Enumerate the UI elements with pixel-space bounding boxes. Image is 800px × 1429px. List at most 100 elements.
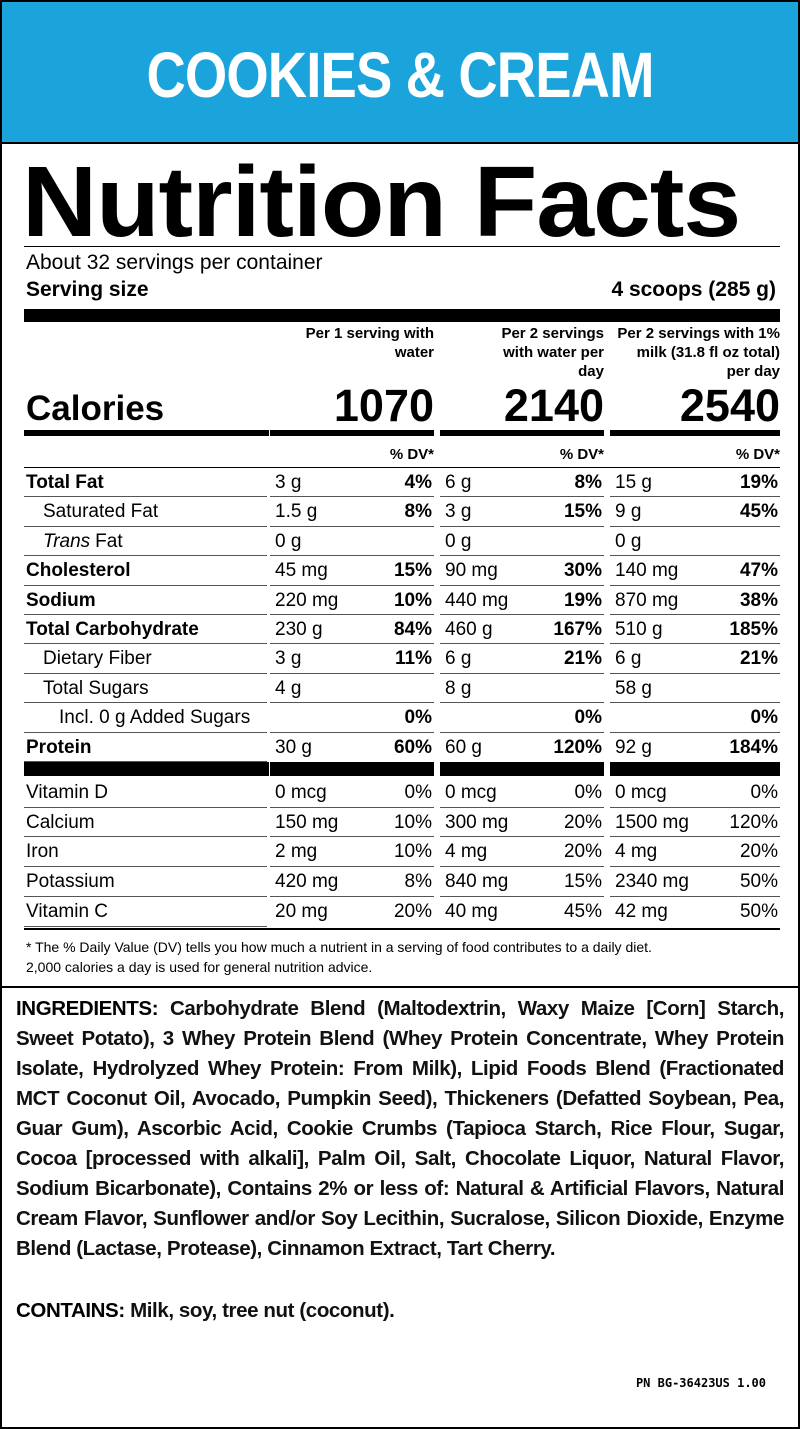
row-name-text: Fat (95, 530, 123, 552)
amount: 42 mg (615, 900, 668, 922)
thick-rule (24, 309, 780, 322)
row-rule (270, 731, 434, 733)
rule (610, 762, 780, 776)
row-rule (24, 895, 267, 897)
daily-value: 167% (553, 619, 602, 640)
contains-text: Milk, soy, tree nut (coconut). (130, 1299, 395, 1322)
row-rule (440, 731, 604, 733)
row-name: Iron (26, 837, 59, 866)
row-rule (270, 643, 434, 645)
amount: 0 mcg (615, 782, 667, 803)
amount: 4 g (275, 677, 302, 699)
daily-value: 50% (739, 871, 778, 893)
amount: 45 mg (275, 560, 328, 582)
row-name: Total Carbohydrate (26, 615, 199, 644)
amount: 3 g (275, 472, 302, 493)
row-rule (270, 525, 434, 527)
row-rule (610, 614, 780, 615)
rule (24, 928, 780, 930)
daily-value: 10% (393, 589, 432, 611)
daily-value: 47% (739, 560, 778, 582)
rule (440, 430, 604, 436)
row-rule (270, 895, 434, 897)
row-rule (24, 806, 267, 808)
dv-header: % DV* (389, 446, 434, 463)
row-rule (610, 555, 780, 557)
daily-value: 84% (393, 619, 432, 640)
column-header: Per 2 servings with water per day (501, 325, 604, 380)
row-rule (270, 555, 434, 557)
row-name-text: Protein (26, 736, 92, 758)
amount: 4 mg (615, 841, 658, 863)
amount: 1.5 g (275, 501, 318, 523)
row-rule (610, 731, 780, 733)
daily-value: 19% (739, 472, 778, 493)
amount: 510 g (615, 619, 663, 640)
row-name: Incl. 0 g Added Sugars (59, 703, 250, 732)
contains: CONTAINS: Milk, soy, tree nut (coconut). (16, 1296, 395, 1326)
row-rule (440, 806, 604, 808)
row-rule (610, 672, 780, 674)
row-rule (610, 584, 780, 586)
row-rule (24, 643, 267, 645)
daily-value: 120% (729, 811, 778, 833)
daily-value: 20% (563, 811, 602, 833)
daily-value: 30% (563, 560, 602, 582)
row-name-text: Total Fat (26, 472, 104, 493)
footnote: * The % Daily Value (DV) tells you how m… (26, 939, 652, 955)
row-name-text: Vitamin C (26, 900, 109, 922)
daily-value: 20% (393, 900, 432, 922)
row-rule (24, 761, 267, 762)
row-name-italic: Trans (43, 530, 91, 552)
row-rule (440, 866, 604, 868)
row-rule (440, 555, 604, 557)
dv-header: % DV* (735, 446, 780, 463)
row-rule (24, 672, 267, 674)
column-header: Per 2 servings with 1% milk (31.8 fl oz … (617, 325, 780, 380)
amount: 4 mg (445, 841, 488, 863)
amount: 30 g (275, 736, 312, 758)
row-rule (440, 584, 604, 586)
daily-value: 0% (750, 782, 778, 803)
rule (440, 762, 604, 776)
row-name-text: Vitamin D (26, 782, 109, 803)
row-rule (24, 525, 267, 527)
row-name: Cholesterol (26, 556, 131, 585)
rule (270, 430, 434, 436)
row-rule (440, 643, 604, 645)
row-rule (270, 866, 434, 868)
row-rule (440, 672, 604, 674)
daily-value: 60% (393, 736, 432, 758)
amount: 150 mg (275, 811, 339, 833)
row-rule (610, 702, 780, 704)
amount: 840 mg (445, 871, 509, 893)
daily-value: 38% (739, 589, 778, 611)
row-rule (24, 731, 267, 733)
row-rule (270, 496, 434, 498)
row-rule (24, 584, 267, 586)
daily-value: 20% (739, 841, 778, 863)
row-name-text: Cholesterol (26, 560, 131, 582)
amount: 0 g (615, 530, 642, 552)
row-rule (610, 866, 780, 868)
amount: 92 g (615, 736, 652, 758)
daily-value: 4% (404, 472, 432, 493)
amount: 2 mg (275, 841, 318, 863)
row-rule (24, 614, 267, 615)
calories-label: Calories (26, 389, 165, 428)
amount: 230 g (275, 619, 323, 640)
amount: 6 g (445, 648, 472, 670)
ingredients-label: INGREDIENTS: (16, 997, 159, 1020)
rule (24, 467, 780, 468)
daily-value: 120% (553, 736, 602, 758)
rule (24, 430, 269, 436)
row-rule (24, 866, 267, 868)
row-rule (610, 496, 780, 498)
amount: 0 g (275, 530, 302, 552)
amount: 6 g (445, 472, 472, 493)
row-name: Saturated Fat (43, 497, 158, 526)
rule (610, 430, 780, 436)
rule (24, 246, 780, 247)
amount: 9 g (615, 501, 642, 523)
daily-value: 10% (393, 841, 432, 863)
